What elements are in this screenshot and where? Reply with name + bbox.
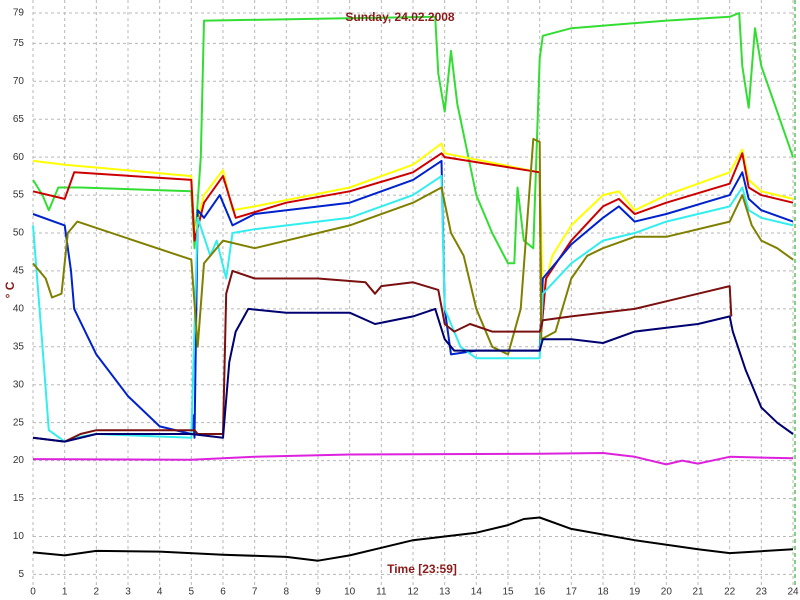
- x-tick-label: 15: [502, 587, 514, 598]
- x-tick-label: 4: [157, 587, 163, 598]
- x-tick-label: 19: [629, 587, 641, 598]
- series-line: [32, 137, 794, 356]
- x-tick-label: 16: [534, 587, 546, 598]
- x-tick-label: 3: [125, 587, 131, 598]
- x-tick-label: 13: [439, 587, 451, 598]
- y-tick-label: 10: [13, 531, 25, 542]
- y-tick-label: 50: [13, 228, 25, 239]
- y-tick-label: 35: [13, 341, 25, 352]
- x-tick-label: 17: [566, 587, 578, 598]
- y-axis-label: ° C: [3, 281, 17, 298]
- x-tick-label: 2: [94, 587, 100, 598]
- series-line: [32, 269, 733, 443]
- x-tick-label: 9: [315, 587, 321, 598]
- y-tick-label: 30: [13, 379, 25, 390]
- series-line: [32, 516, 794, 562]
- series-line: [32, 452, 794, 466]
- y-tick-label: 70: [13, 76, 25, 87]
- x-tick-label: 23: [756, 587, 768, 598]
- y-tick-label: 79: [13, 8, 25, 19]
- x-tick-label: 6: [220, 587, 226, 598]
- x-tick-label: 14: [471, 587, 483, 598]
- y-tick-label: 65: [13, 114, 25, 125]
- x-tick-label: 8: [284, 587, 290, 598]
- x-tick-label: 7: [252, 587, 258, 598]
- y-tick-label: 60: [13, 152, 25, 163]
- x-tick-label: 18: [597, 587, 609, 598]
- series-line: [32, 307, 794, 443]
- series-line: [32, 152, 794, 333]
- x-tick-label: 5: [189, 587, 195, 598]
- y-tick-label: 55: [13, 190, 25, 201]
- x-tick-label: 22: [724, 587, 736, 598]
- x-tick-label: 12: [407, 587, 419, 598]
- y-tick-label: 20: [13, 455, 25, 466]
- x-tick-label: 1: [62, 587, 68, 598]
- x-tick-label: 10: [344, 587, 356, 598]
- y-tick-label: 5: [18, 569, 24, 580]
- x-tick-label: 21: [692, 587, 704, 598]
- x-tick-label: 0: [30, 587, 36, 598]
- x-tick-label: 20: [661, 587, 673, 598]
- y-tick-label: 40: [13, 304, 25, 315]
- x-tick-label: 24: [787, 587, 799, 598]
- series-lines: [32, 12, 794, 562]
- x-axis-label: Time [23:59]: [387, 562, 457, 576]
- y-tick-label: 45: [13, 266, 25, 277]
- y-tick-label: 75: [13, 38, 25, 49]
- y-tick-label: 25: [13, 417, 25, 428]
- x-tick-label: 11: [376, 587, 387, 598]
- y-tick-label: 15: [13, 493, 25, 504]
- chart-title: Sunday, 24.02.2008: [345, 10, 455, 24]
- series-line: [32, 159, 794, 439]
